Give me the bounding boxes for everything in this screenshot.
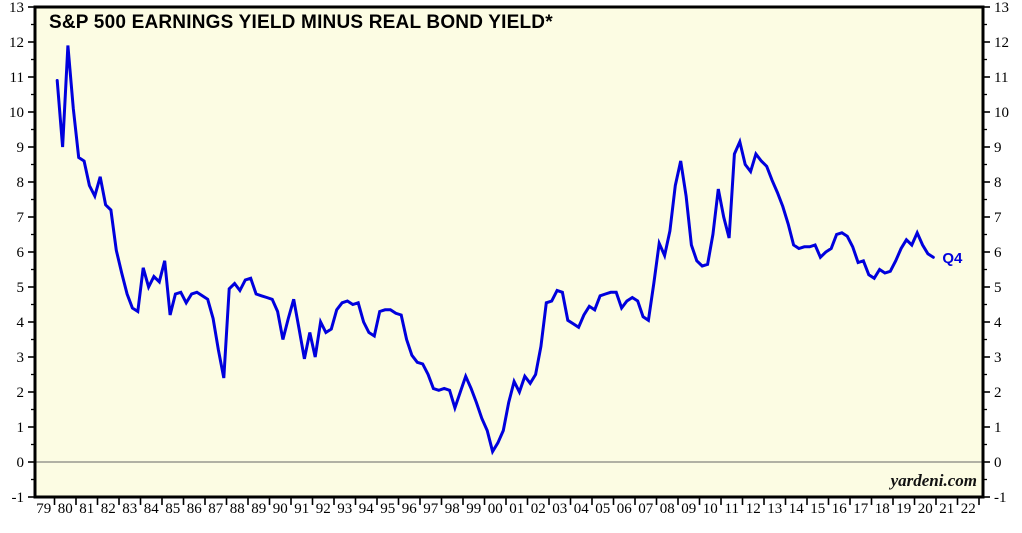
y-axis-label-right: 3 — [994, 350, 1002, 366]
x-axis-label: 07 — [638, 501, 654, 517]
y-axis-label-left: 13 — [9, 0, 24, 16]
y-axis-label-right: 2 — [994, 385, 1002, 401]
x-axis-label: 96 — [402, 501, 418, 517]
x-axis-label: 21 — [939, 501, 954, 517]
x-axis-label: 02 — [531, 501, 546, 517]
y-axis-label-left: 1 — [17, 420, 25, 436]
y-axis-label-right: 1 — [994, 420, 1002, 436]
x-axis-label: 13 — [767, 501, 782, 517]
y-axis-label-right: 0 — [994, 455, 1002, 471]
x-axis-label: 00 — [488, 501, 503, 517]
x-axis-label: 97 — [423, 501, 439, 517]
x-axis-label: 20 — [918, 501, 933, 517]
chart-title: S&P 500 EARNINGS YIELD MINUS REAL BOND Y… — [49, 12, 553, 33]
y-axis-label-right: 6 — [994, 245, 1002, 261]
x-axis-label: 19 — [896, 501, 911, 517]
x-axis-label: 91 — [294, 501, 309, 517]
x-axis-label: 90 — [273, 501, 288, 517]
y-axis-label-right: 9 — [994, 140, 1002, 156]
y-axis-label-left: 11 — [10, 70, 24, 86]
x-axis-label: 05 — [595, 501, 610, 517]
y-axis-label-right: -1 — [994, 490, 1007, 506]
y-axis-label-right: 8 — [994, 175, 1002, 191]
y-axis-label-right: 11 — [994, 70, 1008, 86]
x-axis-label: 14 — [789, 501, 805, 517]
y-axis-label-right: 4 — [994, 315, 1002, 331]
y-axis-label-left: 3 — [17, 350, 25, 366]
watermark-text: yardeni.com — [890, 471, 977, 490]
x-axis-label: 81 — [79, 501, 94, 517]
x-axis-label: 18 — [875, 501, 890, 517]
x-axis-label: 08 — [660, 501, 675, 517]
y-axis-label-right: 5 — [994, 280, 1002, 296]
x-axis-label: 01 — [509, 501, 524, 517]
y-axis-label-left: 2 — [17, 385, 25, 401]
plot-background — [35, 7, 983, 497]
x-axis-label: 93 — [337, 501, 352, 517]
y-axis-label-left: 0 — [17, 455, 25, 471]
y-axis-label-left: 9 — [17, 140, 25, 156]
x-axis-label: 85 — [165, 501, 180, 517]
y-axis-label-left: -1 — [12, 490, 25, 506]
x-axis-label: 15 — [810, 501, 825, 517]
y-axis-label-left: 4 — [17, 315, 25, 331]
x-axis-label: 03 — [552, 501, 567, 517]
y-axis-label-right: 13 — [994, 0, 1009, 16]
x-axis-label: 16 — [832, 501, 848, 517]
plot-frame — [33, 5, 985, 499]
x-axis-label: 95 — [380, 501, 395, 517]
x-axis-label: 99 — [466, 501, 481, 517]
x-axis-label: 10 — [703, 501, 718, 517]
y-axis-label-right: 7 — [994, 210, 1002, 226]
y-axis-label-left: 8 — [17, 175, 25, 191]
x-axis-label: 80 — [58, 501, 73, 517]
x-axis-label: 11 — [725, 501, 739, 517]
x-axis-label: 92 — [316, 501, 331, 517]
x-axis-label: 22 — [961, 501, 976, 517]
x-axis-label: 88 — [230, 501, 245, 517]
y-axis-label-left: 6 — [17, 245, 25, 261]
y-axis-label-left: 12 — [9, 35, 24, 51]
x-axis-label: 79 — [36, 501, 51, 517]
x-axis-label: 98 — [445, 501, 460, 517]
y-axis-label-left: 7 — [17, 210, 25, 226]
y-axis-label-left: 10 — [9, 105, 24, 121]
last-point-label: Q4 — [942, 250, 963, 268]
x-axis-label: 87 — [208, 501, 224, 517]
y-axis-label-right: 12 — [994, 35, 1009, 51]
x-axis-label: 04 — [574, 501, 590, 517]
y-axis-label-left: 5 — [17, 280, 25, 296]
x-axis-label: 89 — [251, 501, 266, 517]
x-axis-label: 17 — [853, 501, 869, 517]
x-axis-label: 09 — [681, 501, 696, 517]
x-axis-label: 06 — [617, 501, 633, 517]
x-axis-label: 86 — [187, 501, 203, 517]
x-axis-label: 83 — [122, 501, 137, 517]
y-axis-label-right: 10 — [994, 105, 1009, 121]
x-axis-label: 82 — [101, 501, 116, 517]
x-axis-label: 84 — [144, 501, 160, 517]
data-series-line — [55, 45, 935, 456]
x-axis-label: 12 — [746, 501, 761, 517]
x-axis-label: 94 — [359, 501, 375, 517]
